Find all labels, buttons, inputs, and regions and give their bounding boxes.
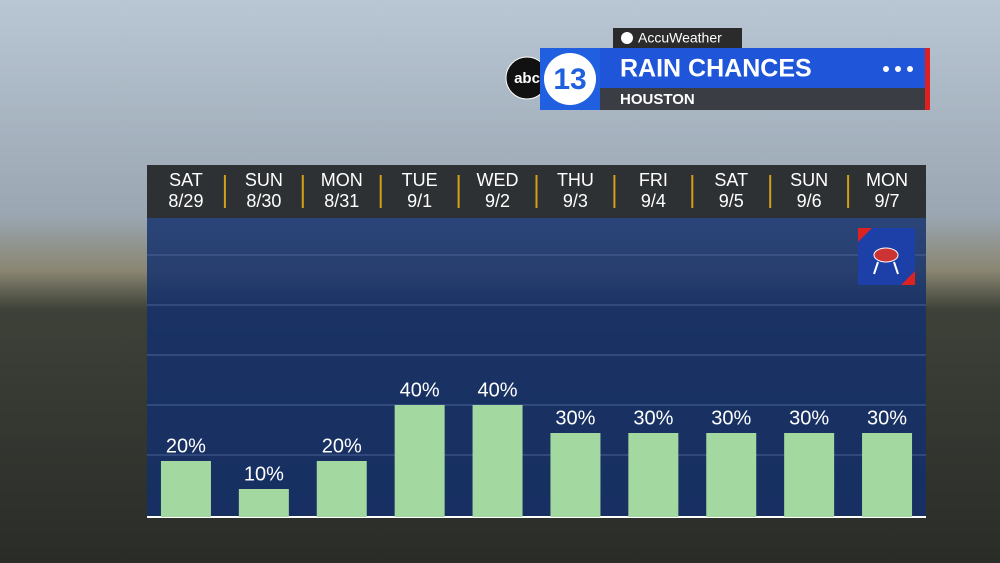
value-label: 20% xyxy=(166,435,206,457)
value-label: 30% xyxy=(633,407,673,429)
x-tick-label: TUE xyxy=(402,170,438,190)
channel: 13 xyxy=(553,63,586,96)
bar xyxy=(706,433,757,517)
x-tick-date: 9/2 xyxy=(485,191,510,211)
chart-subtitle: HOUSTON xyxy=(620,91,695,108)
x-tick-date: 9/5 xyxy=(719,191,744,211)
provider-icon xyxy=(621,32,633,44)
x-tick-date: 9/7 xyxy=(875,191,900,211)
x-tick-date: 9/6 xyxy=(797,191,822,211)
menu-dots xyxy=(883,66,913,72)
x-tick-label: SUN xyxy=(245,170,283,190)
bar xyxy=(316,461,367,517)
bar xyxy=(160,461,211,517)
x-tick-date: 9/1 xyxy=(407,191,432,211)
x-tick-date: 8/29 xyxy=(168,191,203,211)
bar xyxy=(628,433,679,517)
x-tick-label: MON xyxy=(321,170,363,190)
bar xyxy=(394,405,445,517)
network: abc xyxy=(514,70,540,87)
subtitle-bar xyxy=(600,88,925,110)
x-tick-date: 9/3 xyxy=(563,191,588,211)
value-label: 30% xyxy=(867,407,907,429)
x-tick-date: 9/4 xyxy=(641,191,666,211)
provider: AccuWeather xyxy=(638,30,722,46)
value-label: 20% xyxy=(322,435,362,457)
bar xyxy=(550,433,601,517)
value-label: 30% xyxy=(789,407,829,429)
accent xyxy=(925,48,930,110)
bar xyxy=(472,405,523,517)
x-tick-label: FRI xyxy=(639,170,668,190)
x-tick-date: 8/31 xyxy=(324,191,359,211)
bar xyxy=(238,489,289,517)
x-tick-label: SAT xyxy=(714,170,748,190)
holiday-icon xyxy=(858,228,915,285)
x-tick-label: THU xyxy=(557,170,594,190)
value-label: 40% xyxy=(478,379,518,401)
title-bar xyxy=(600,48,925,88)
chart-title: RAIN CHANCES xyxy=(620,55,812,83)
x-tick-label: SUN xyxy=(790,170,828,190)
bar xyxy=(862,433,913,517)
x-tick-label: WED xyxy=(477,170,519,190)
bar xyxy=(784,433,835,517)
x-tick-label: MON xyxy=(866,170,908,190)
x-tick-date: 8/30 xyxy=(246,191,281,211)
channel-circle xyxy=(544,53,596,105)
value-label: 10% xyxy=(244,463,284,485)
value-label: 30% xyxy=(711,407,751,429)
x-tick-label: SAT xyxy=(169,170,203,190)
value-label: 30% xyxy=(555,407,595,429)
value-label: 40% xyxy=(400,379,440,401)
provider-tab xyxy=(613,28,742,48)
